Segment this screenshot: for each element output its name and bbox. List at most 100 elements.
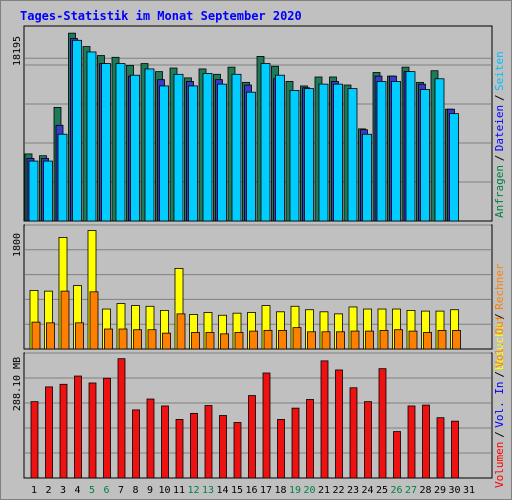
bar-seiten-day-9 <box>144 68 155 222</box>
bar-rechner-day-23 <box>350 330 360 350</box>
bar-volumen-day-26 <box>393 431 401 479</box>
bar-volumen-day-30 <box>451 420 459 479</box>
bar-seiten-day-10 <box>159 85 169 222</box>
bar-volumen-day-5 <box>88 382 97 479</box>
bar-volumen-day-29 <box>436 417 445 479</box>
legend-separator: / <box>493 313 506 320</box>
y-max-label: 1800 <box>12 233 23 257</box>
bar-rechner-day-24 <box>365 330 374 350</box>
y-max-label: 288.10 MB <box>12 357 23 411</box>
x-tick-label: 3 <box>60 485 66 496</box>
bar-volumen-day-17 <box>262 372 271 479</box>
bar-volumen-day-9 <box>146 398 155 479</box>
bar-seiten-day-4 <box>72 39 82 222</box>
x-tick-label: 23 <box>347 485 359 496</box>
bar-seiten-day-26 <box>391 81 401 222</box>
bar-volumen-day-24 <box>364 401 372 479</box>
bar-seiten-day-17 <box>260 63 271 222</box>
bar-rechner-day-15 <box>234 332 244 350</box>
bar-volumen-day-28 <box>422 404 430 479</box>
bar-rechner-day-20 <box>307 331 316 350</box>
bar-volumen-day-13 <box>204 405 213 479</box>
bar-volumen-day-22 <box>335 369 343 479</box>
bar-seiten-day-7 <box>115 63 126 222</box>
chart-title: Tages-Statistik im Monat September 2020 <box>20 9 302 23</box>
bar-rechner-day-30 <box>452 329 461 350</box>
bar-seiten-day-14 <box>217 83 227 222</box>
x-tick-label: 6 <box>103 485 109 496</box>
bar-rechner-day-27 <box>408 330 418 350</box>
bar-seiten-day-16 <box>246 91 256 222</box>
x-tick-label: 9 <box>147 485 153 496</box>
panel-visits: 1800 Besuche / Rechner <box>12 224 506 370</box>
bar-rechner-day-17 <box>263 329 273 350</box>
x-tick-label: 10 <box>158 485 170 496</box>
x-tick-label: 22 <box>332 485 344 496</box>
bar-rechner-day-21 <box>321 331 331 350</box>
bar-volumen-day-8 <box>132 409 140 479</box>
x-tick-label: 26 <box>390 485 402 496</box>
bar-volumen-day-6 <box>103 377 111 479</box>
x-tick-label: 5 <box>89 485 95 496</box>
bar-seiten-day-29 <box>434 78 445 222</box>
legend-separator: / <box>493 431 506 438</box>
x-tick-label: 1 <box>31 485 37 496</box>
bar-seiten-day-15 <box>231 73 242 222</box>
bar-seiten-day-6 <box>101 63 111 222</box>
bar-seiten-day-20 <box>304 88 314 222</box>
legend-dateien: Dateien <box>493 105 506 151</box>
bar-rechner-day-8 <box>133 329 142 350</box>
bar-rechner-day-13 <box>205 332 215 350</box>
bar-volumen-day-2 <box>45 386 53 479</box>
bar-rechner-day-3 <box>60 290 70 350</box>
bar-volumen-day-11 <box>175 419 184 479</box>
panel-requests: 18195 Anfragen / Dateien / Seiten <box>12 25 506 222</box>
bar-rechner-day-6 <box>104 328 113 350</box>
x-tick-label: 16 <box>245 485 257 496</box>
bar-rechner-day-10 <box>162 332 171 350</box>
legend-separator: / <box>493 94 506 101</box>
x-tick-label: 8 <box>132 485 138 496</box>
bar-seiten-day-27 <box>405 71 416 222</box>
bar-volumen-day-3 <box>59 383 68 479</box>
bar-volumen-day-14 <box>219 415 227 479</box>
legend-rechner: Rechner <box>493 263 506 310</box>
bar-rechner-day-25 <box>379 329 389 350</box>
bar-rechner-day-11 <box>176 313 186 350</box>
bar-rechner-day-4 <box>75 322 84 350</box>
bar-volumen-day-23 <box>349 387 358 479</box>
bar-seiten-day-25 <box>376 81 387 222</box>
x-tick-label: 7 <box>118 485 124 496</box>
bar-volumen-day-12 <box>190 412 198 479</box>
x-tick-label: 31 <box>463 485 475 496</box>
bar-rechner-day-26 <box>394 329 403 350</box>
x-tick-label: 2 <box>45 485 51 496</box>
bar-volumen-day-16 <box>248 395 256 479</box>
x-tick-label: 11 <box>173 485 185 496</box>
legend-vol-in: Vol. In <box>493 381 506 427</box>
bar-rechner-day-14 <box>220 333 229 350</box>
bar-volumen-day-20 <box>306 399 314 479</box>
bar-rechner-day-16 <box>249 330 258 350</box>
legend-anfragen: Anfragen <box>493 165 506 218</box>
bar-volumen-day-4 <box>74 375 82 479</box>
x-tick-label: 24 <box>361 485 373 496</box>
x-tick-label: 25 <box>376 485 388 496</box>
x-tick-label: 14 <box>216 485 228 496</box>
legend-volumen: Volumen <box>493 442 506 488</box>
legend-separator: / <box>493 155 506 162</box>
bar-volumen-day-21 <box>320 360 329 479</box>
legend-vol-out: Vol. Out <box>493 315 506 368</box>
bar-seiten-day-12 <box>188 85 198 222</box>
bar-seiten-day-21 <box>318 83 329 222</box>
bar-seiten-day-1 <box>28 160 39 222</box>
bar-volumen-day-19 <box>291 407 300 479</box>
x-tick-label: 21 <box>318 485 330 496</box>
legend-besuche: Besuche <box>493 324 506 370</box>
x-tick-label: 15 <box>231 485 243 496</box>
bar-rechner-day-2 <box>46 322 55 350</box>
x-tick-label: 29 <box>434 485 446 496</box>
bar-seiten-day-11 <box>173 73 184 222</box>
